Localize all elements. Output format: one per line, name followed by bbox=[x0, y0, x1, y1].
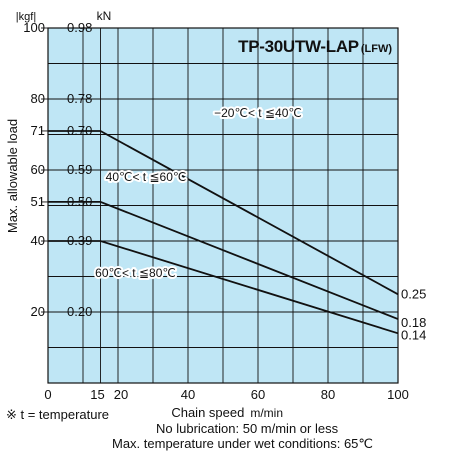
series-label: 60℃< t ≦80℃ bbox=[95, 266, 176, 280]
series-label: 40℃< t ≦60℃ bbox=[106, 170, 187, 184]
y-tick-label-kgf: 100 bbox=[23, 20, 45, 35]
x-tick-label: 80 bbox=[321, 387, 335, 402]
y-tick-label-kgf: 80 bbox=[31, 91, 45, 106]
note-temperature: ※ t = temperature bbox=[6, 407, 110, 422]
tick-labels: 100 0.98 80 0.78 71 0.70 60 0.59 51 0.50 40 0.39 20 0… bbox=[23, 20, 409, 402]
x-tick-label: 15 bbox=[90, 387, 104, 402]
plot-frame bbox=[47, 27, 399, 384]
x-tick-label: 0 bbox=[44, 387, 51, 402]
y-tick-label-kn: 0.78 bbox=[67, 91, 92, 106]
y-tick-label-kgf: 71 bbox=[31, 123, 45, 138]
note-wet-conditions: Max. temperature under wet conditions: 6… bbox=[112, 436, 374, 451]
note-lubrication: No lubrication: 50 m/min or less bbox=[156, 421, 339, 436]
y-axis-label: Max. allowable load bbox=[5, 119, 20, 233]
y-tick-label-kn: 0.50 bbox=[67, 194, 92, 209]
series-line bbox=[48, 201, 399, 320]
y-tick-label-kn: 0.59 bbox=[67, 162, 92, 177]
y-tick-label-kgf: 60 bbox=[31, 162, 45, 177]
left-unit-label: |kgf| bbox=[16, 11, 36, 23]
y-tick-label-kgf: 40 bbox=[31, 233, 45, 248]
y-tick-label-kgf: 20 bbox=[31, 304, 45, 319]
x-tick-label: 60 bbox=[251, 387, 265, 402]
grid-lines bbox=[48, 28, 398, 383]
series-line bbox=[48, 240, 399, 335]
y-tick-label-kgf: 51 bbox=[31, 194, 45, 209]
y-tick-label-kn: 0.39 bbox=[67, 233, 92, 248]
series-line bbox=[48, 130, 399, 296]
chart-title: TP-30UTW-LAP (LFW) bbox=[238, 37, 392, 56]
series-end-label: 0.18 bbox=[401, 315, 426, 330]
right-unit-label: kN bbox=[97, 9, 112, 23]
x-axis-label: Chain speed m/min bbox=[171, 405, 283, 420]
x-tick-label: 40 bbox=[181, 387, 195, 402]
x-axis-unit: m/min bbox=[250, 406, 283, 420]
y-tick-label-kn: 0.98 bbox=[67, 20, 92, 35]
x-axis-title: Chain speed bbox=[171, 405, 244, 420]
chart-title-main: TP-30UTW-LAP bbox=[238, 37, 359, 56]
x-tick-label: 100 bbox=[387, 387, 409, 402]
y-tick-label-kn: 0.20 bbox=[67, 304, 92, 319]
series-end-label: 0.25 bbox=[401, 286, 426, 301]
series-label: −20℃< t ≦40℃ bbox=[214, 106, 302, 120]
chart-title-suffix: (LFW) bbox=[361, 43, 392, 55]
series-end-label: 0.14 bbox=[401, 327, 426, 342]
series-lines: −20℃< t ≦40℃ 40℃< t ≦60℃ 60℃< t ≦80℃ 0.25 0.… bbox=[48, 104, 426, 342]
y-tick-label-kn: 0.70 bbox=[67, 123, 92, 138]
x-tick-label: 20 bbox=[114, 387, 128, 402]
